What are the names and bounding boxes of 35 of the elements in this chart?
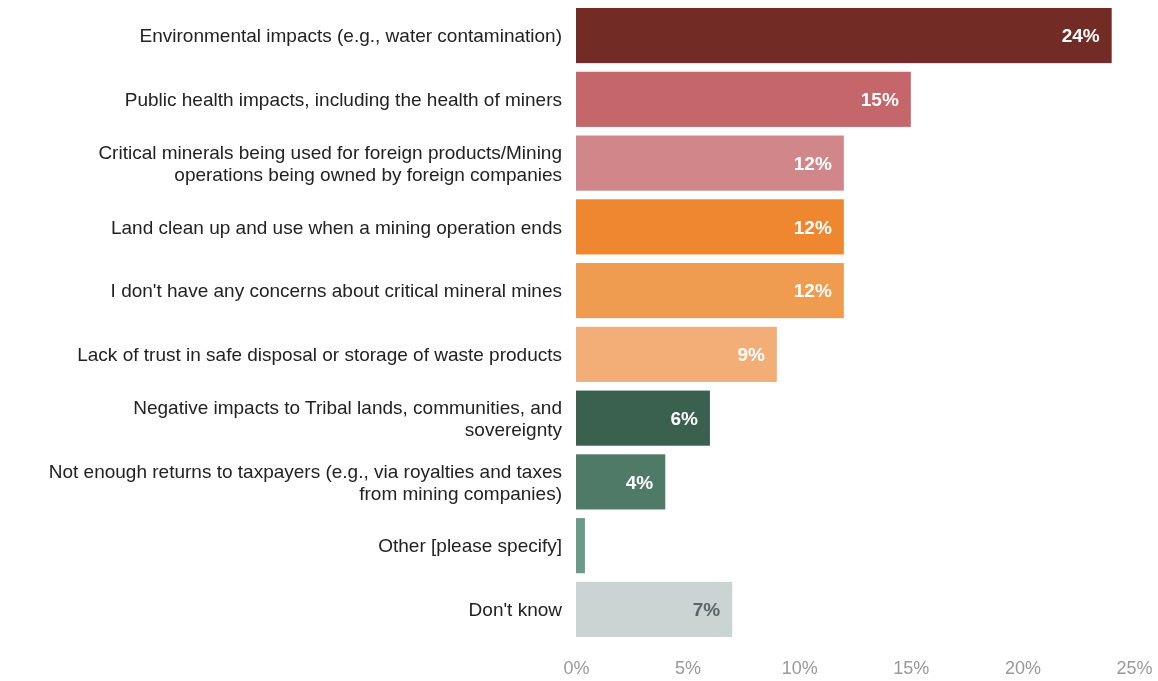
y-tick-label: Not enough returns to taxpayers (e.g., via royalties and taxes from mining companies) <box>48 460 562 504</box>
x-tick-label: 20% <box>1004 657 1041 678</box>
bar <box>576 518 585 574</box>
y-tick-label: Don't know <box>468 599 563 621</box>
bar <box>576 263 844 319</box>
y-tick-label: Lack of trust in safe disposal or storage of waste products <box>77 344 562 366</box>
bar <box>576 199 844 255</box>
y-tick-label: Critical minerals being used for foreign products/Mining operations being owned by foreign companies <box>98 141 562 185</box>
data-label: 6% <box>670 407 699 429</box>
y-tick-label: Public health impacts, including the health of miners <box>124 88 562 110</box>
data-label: 12% <box>793 216 832 238</box>
y-tick-label: I don't have any concerns about critical mineral mines <box>110 280 562 302</box>
y-tick-label: Environmental impacts (e.g., water contamination) <box>139 25 562 47</box>
x-tick-label: 10% <box>781 657 818 678</box>
x-tick-label: 25% <box>1116 657 1153 678</box>
y-tick-label: Negative impacts to Tribal lands, communities, and sovereignty <box>133 396 563 440</box>
x-tick-label: 15% <box>893 657 930 678</box>
y-tick-label: Other [please specify] <box>378 535 562 557</box>
data-label: 24% <box>1061 25 1100 47</box>
data-label: 12% <box>793 152 832 174</box>
data-label: 7% <box>692 599 721 621</box>
bar <box>576 8 1112 64</box>
x-tick-label: 5% <box>675 657 702 678</box>
bar <box>576 581 733 637</box>
bar <box>576 454 666 510</box>
y-tick-label: Land clean up and use when a mining operation ends <box>110 216 562 238</box>
bar <box>576 71 911 127</box>
bar <box>576 390 710 446</box>
data-label: 12% <box>793 280 832 302</box>
data-label: 4% <box>625 471 654 493</box>
bar <box>576 135 844 191</box>
data-label: 9% <box>737 344 765 366</box>
data-label: 15% <box>860 88 899 110</box>
bar <box>576 326 777 382</box>
x-tick-label: 0% <box>563 657 590 678</box>
